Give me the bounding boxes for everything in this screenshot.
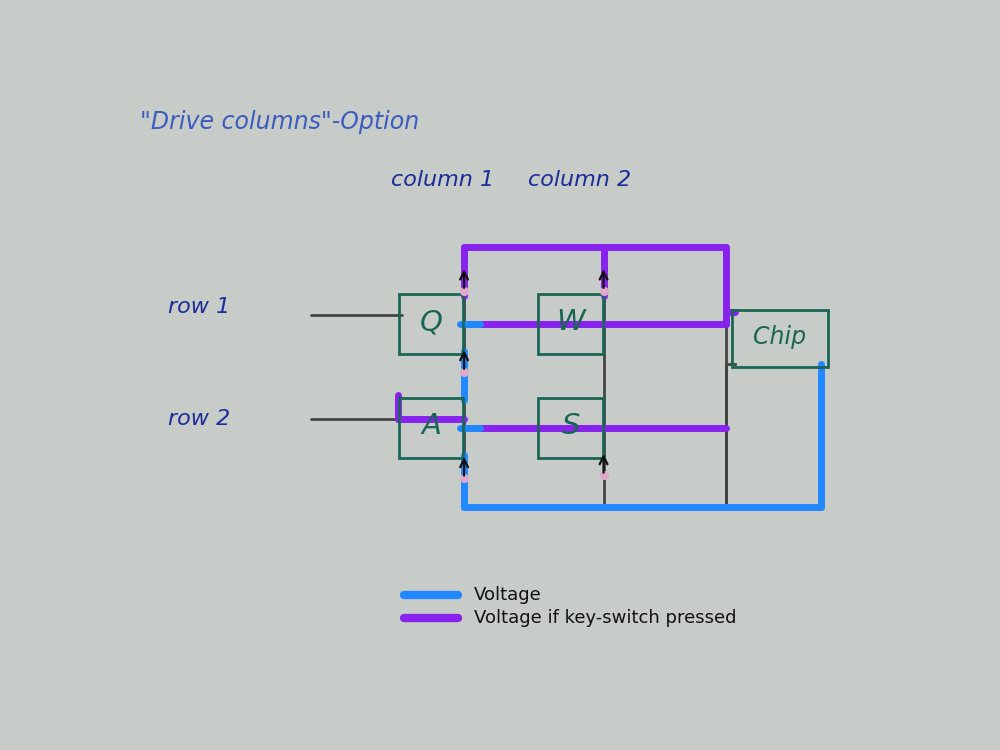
Text: "Drive columns"-Option: "Drive columns"-Option <box>140 110 420 134</box>
Text: row 2: row 2 <box>168 410 230 429</box>
Text: row 1: row 1 <box>168 296 230 316</box>
Text: Voltage if key-switch pressed: Voltage if key-switch pressed <box>474 610 736 628</box>
Text: Chip: Chip <box>753 325 806 349</box>
Text: S: S <box>561 412 580 440</box>
Text: Voltage: Voltage <box>474 586 542 604</box>
Text: column 2: column 2 <box>528 170 631 190</box>
Text: A: A <box>421 412 441 440</box>
Text: column 1: column 1 <box>391 170 494 190</box>
Text: Q: Q <box>420 308 443 336</box>
Text: W: W <box>556 308 585 336</box>
